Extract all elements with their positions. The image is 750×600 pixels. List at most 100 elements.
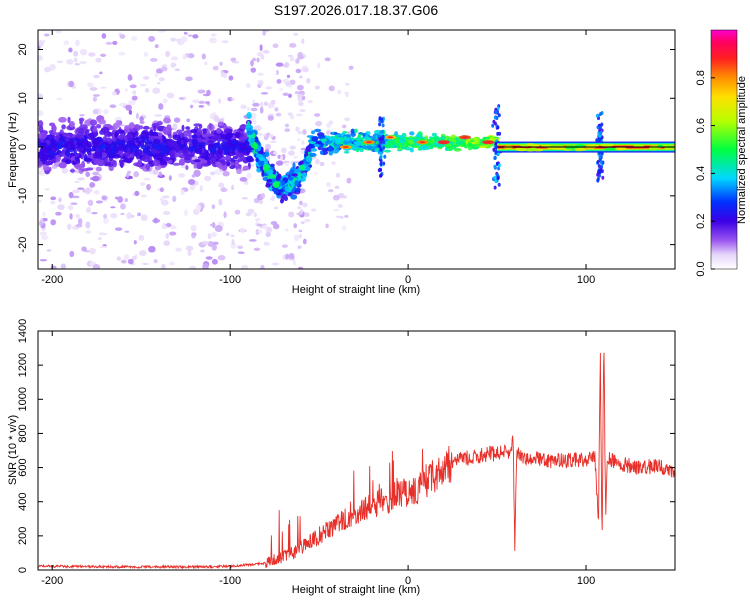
- spectrogram-cell: [59, 129, 64, 135]
- spectrogram-cell: [309, 140, 316, 145]
- spectrogram-cell: [178, 143, 185, 149]
- spectrogram-cell: [276, 192, 282, 196]
- spectrogram-cell: [125, 144, 135, 149]
- spectrogram-cell: [53, 143, 57, 148]
- spectrogram-cell: [38, 40, 44, 47]
- spectrogram-cell: [168, 139, 176, 148]
- spectrogram-cell: [92, 264, 101, 269]
- spectrogram-cell: [50, 136, 55, 144]
- spectrogram-cell: [295, 68, 302, 74]
- spectrogram-cell: [211, 204, 216, 209]
- spectrogram-cell: [153, 135, 163, 140]
- spectrogram-x-tick-label: 100: [577, 274, 595, 286]
- spectrogram-cell: [409, 131, 415, 136]
- spectrogram-cell: [158, 103, 164, 110]
- spectrogram-cell: [41, 156, 49, 162]
- spectrogram-cell: [271, 262, 280, 266]
- spectrogram-cell: [270, 221, 278, 226]
- spectrogram-cell: [474, 139, 478, 142]
- spectrogram-cell: [269, 163, 275, 167]
- spectrogram-cell: [79, 60, 87, 65]
- spectrogram-cell: [187, 249, 192, 256]
- spectrogram-cell: [262, 49, 270, 54]
- spectrogram-cell: [280, 195, 285, 203]
- spectrogram-cell: [102, 135, 108, 142]
- spectrogram-cell: [50, 219, 56, 226]
- spectrogram-cell: [383, 149, 392, 153]
- snr-x-tick-label: -100: [219, 575, 241, 587]
- spectrogram-cell: [55, 30, 62, 34]
- spectrogram-cell: [127, 137, 133, 142]
- spectrogram-cell: [100, 86, 107, 89]
- spectrogram-cell: [261, 170, 265, 177]
- spectrogram-cell: [350, 128, 355, 134]
- spectrogram-cell: [185, 165, 189, 171]
- spectrogram-cell: [127, 258, 134, 265]
- spectrogram-cell: [239, 227, 246, 234]
- spectrogram-cell: [381, 134, 385, 139]
- spectrogram-cell: [172, 123, 178, 131]
- spectrogram-cell: [359, 148, 364, 153]
- spectrogram-cell: [309, 145, 315, 149]
- spectrogram-cell: [290, 194, 298, 200]
- spectrogram-cell: [262, 224, 268, 230]
- spectrogram-cell: [38, 56, 43, 61]
- spectrogram-cell: [493, 164, 497, 169]
- spectrogram-cell: [92, 171, 100, 176]
- spectrogram-cell: [112, 40, 118, 45]
- spectrogram-cell: [128, 109, 133, 115]
- spectrogram-cell: [253, 247, 261, 252]
- spectrogram-cell: [260, 192, 266, 199]
- spectrogram-cell: [250, 67, 257, 73]
- spectrogram-cell: [289, 56, 295, 62]
- spectrogram-y-tick-label: 10: [17, 92, 29, 104]
- spectrogram-cell: [139, 120, 145, 125]
- spectrogram-cell: [599, 143, 614, 147]
- spectrogram-cell: [216, 127, 222, 134]
- spectrogram-cell: [99, 232, 108, 236]
- spectrogram-cell: [193, 159, 201, 163]
- spectrogram-cell: [190, 104, 194, 109]
- spectrogram-cell: [275, 69, 280, 76]
- spectrogram-cell: [205, 256, 213, 260]
- spectrogram-cell: [264, 143, 272, 150]
- snr-series-line: [38, 352, 675, 570]
- spectrogram-cell: [218, 98, 222, 104]
- spectrogram-cell: [154, 113, 163, 118]
- spectrogram-cell: [294, 91, 300, 95]
- spectrogram-y-tick-label: -20: [17, 237, 29, 253]
- spectrogram-cell: [187, 34, 194, 37]
- spectrogram-cell: [191, 134, 197, 139]
- spectrogram-cell: [304, 218, 311, 223]
- spectrogram-cell: [275, 160, 284, 166]
- spectrogram-cell: [134, 149, 139, 157]
- spectrogram-cell: [268, 134, 275, 138]
- spectrogram-cell: [186, 118, 191, 123]
- spectrogram-cell: [102, 108, 109, 115]
- spectrogram-cell: [384, 144, 389, 148]
- spectrogram-cell: [387, 136, 394, 139]
- spectrogram-cell: [110, 206, 116, 209]
- spectrogram-cell: [143, 177, 151, 181]
- spectrogram-cell: [38, 140, 41, 144]
- spectrogram-cell: [70, 144, 76, 151]
- spectrogram-cell: [112, 154, 121, 159]
- spectrogram-cell: [289, 114, 295, 120]
- spectrogram-cell: [145, 141, 154, 145]
- spectrogram-cell: [219, 144, 228, 150]
- spectrogram-cell: [331, 137, 335, 143]
- spectrogram-cell: [181, 124, 185, 132]
- spectrogram-cell: [229, 165, 236, 170]
- spectrogram-cell: [496, 131, 500, 136]
- spectrogram-cell: [282, 174, 289, 179]
- spectrogram-cell: [85, 230, 92, 234]
- spectrogram-cell: [214, 225, 223, 232]
- spectrogram-cell: [149, 57, 158, 62]
- spectrogram-cell: [494, 145, 498, 150]
- spectrogram-cell: [254, 218, 261, 222]
- spectrogram-cell: [240, 104, 247, 110]
- spectrogram-cell: [77, 218, 83, 225]
- spectrogram-cell: [154, 72, 159, 78]
- spectrogram-cell: [416, 133, 421, 139]
- spectrogram-cell: [169, 261, 175, 266]
